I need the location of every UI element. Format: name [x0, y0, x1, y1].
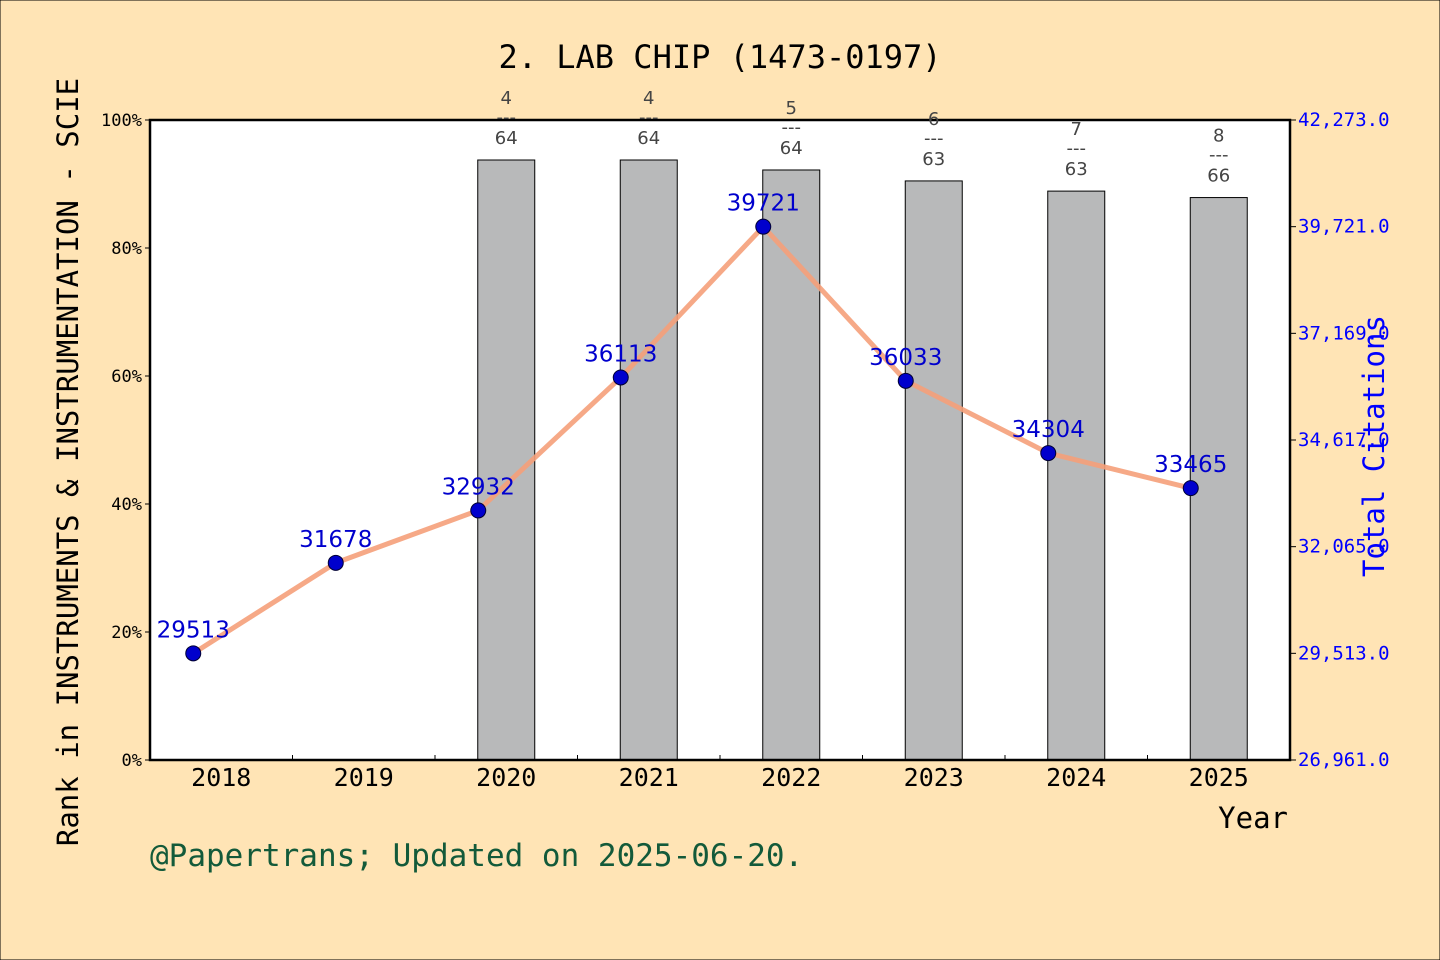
rank-value-2022: 5 [786, 98, 797, 119]
bars-layer [477, 159, 1248, 761]
rank-total-2022: 64 [780, 138, 803, 159]
right-tick-label-6: 42,273.0 [1298, 109, 1390, 131]
bar-2021 [619, 159, 678, 761]
rank-total-2025: 66 [1207, 166, 1230, 187]
rank-labels-layer: 4---644---645---646---637---638---66 [495, 88, 1230, 187]
citation-label-2025: 33465 [1154, 452, 1227, 478]
right-tick-label-4: 37,169.0 [1298, 322, 1390, 344]
citation-label-2022: 39721 [727, 191, 800, 217]
x-tick-label-2023: 2023 [904, 763, 964, 792]
rank-separator-2024: --- [1067, 138, 1087, 159]
citations-line-layer [185, 218, 1199, 662]
x-axis: 2018 2019 2020 2021 2022 2023 2024 2025 [149, 755, 1291, 792]
bar-2020 [477, 159, 536, 761]
left-tick-label-2: 40% [111, 495, 142, 515]
x-tick-label-2019: 2019 [334, 763, 394, 792]
x-tick-label-2024: 2024 [1046, 763, 1106, 792]
left-axis: 0% 20% 40% 60% 80% 100% [101, 111, 150, 771]
left-tick-label-3: 60% [111, 367, 142, 387]
right-tick-label-3: 34,617.0 [1298, 429, 1390, 451]
citation-point-2019 [327, 554, 344, 571]
bar-2024 [1047, 190, 1106, 761]
citation-point-2023 [897, 372, 914, 389]
left-tick-label-5: 100% [101, 111, 142, 131]
citation-point-2025 [1182, 480, 1199, 497]
bar-2023 [904, 180, 963, 761]
rank-total-2020: 64 [495, 128, 518, 149]
citation-label-2020: 32932 [442, 474, 515, 500]
rank-total-2023: 63 [922, 149, 945, 170]
rank-separator-2025: --- [1209, 145, 1229, 166]
citation-point-2022 [755, 218, 772, 235]
citation-point-2018 [185, 645, 202, 662]
x-tick-label-2025: 2025 [1189, 763, 1249, 792]
x-tick-label-2021: 2021 [619, 763, 679, 792]
left-tick-label-0: 0% [122, 751, 142, 771]
x-tick-label-2018: 2018 [191, 763, 251, 792]
left-tick-label-1: 20% [111, 623, 142, 643]
bar-2025 [1189, 197, 1248, 761]
rank-value-2025: 8 [1213, 126, 1224, 147]
rank-value-2021: 4 [643, 88, 654, 109]
x-tick-label-2020: 2020 [476, 763, 536, 792]
citation-label-2018: 29513 [157, 617, 230, 643]
citation-label-2023: 36033 [869, 345, 942, 371]
rank-separator-2022: --- [782, 117, 802, 138]
citation-point-2024 [1040, 445, 1057, 462]
right-tick-label-5: 39,721.0 [1298, 216, 1390, 238]
right-axis-label: Total Citations [1357, 315, 1391, 577]
rank-total-2024: 63 [1065, 159, 1088, 180]
rank-separator-2023: --- [924, 128, 944, 149]
left-tick-label-4: 80% [111, 239, 142, 259]
rank-separator-2021: --- [639, 107, 659, 128]
rank-separator-2020: --- [497, 107, 517, 128]
plot-area [150, 120, 1290, 760]
citation-label-2024: 34304 [1012, 417, 1085, 443]
footer-note: @Papertrans; Updated on 2025-06-20. [150, 838, 803, 874]
rank-total-2021: 64 [637, 128, 660, 149]
rank-value-2023: 6 [928, 109, 939, 130]
x-tick-label-2022: 2022 [761, 763, 821, 792]
rank-value-2020: 4 [501, 88, 512, 109]
citation-label-2021: 36113 [584, 341, 657, 367]
citation-point-2021 [612, 369, 629, 386]
citation-point-2020 [470, 502, 487, 519]
right-tick-label-0: 26,961.0 [1298, 749, 1390, 771]
chart-title: 2. LAB CHIP (1473-0197) [498, 38, 941, 76]
right-tick-label-1: 29,513.0 [1298, 642, 1390, 664]
bar-2022 [762, 169, 821, 761]
right-axis: 26,961.0 29,513.0 32,065.0 34,617.0 37,169.0… [1290, 109, 1390, 771]
left-axis-label: Rank in INSTRUMENTS & INSTRUMENTATION - … [51, 78, 85, 846]
point-labels-layer: 29513 31678 32932 36113 39721 36033 34304 33465 [157, 191, 1228, 644]
citations-line [191, 224, 1192, 656]
rank-value-2024: 7 [1071, 119, 1082, 140]
citation-label-2019: 31678 [299, 527, 372, 553]
x-axis-label: Year [1218, 801, 1288, 835]
right-tick-label-2: 32,065.0 [1298, 536, 1390, 558]
